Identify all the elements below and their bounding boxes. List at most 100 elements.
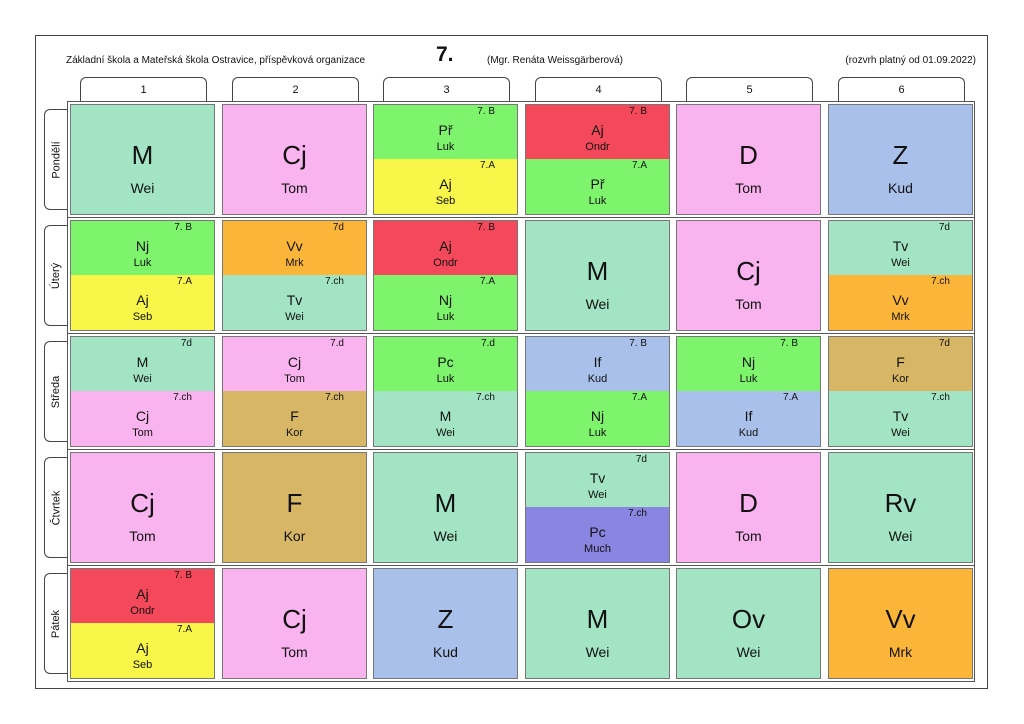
lesson-group-top[interactable]: 7d M Wei [71, 337, 214, 393]
subject-label: Vv [286, 238, 303, 254]
teacher-label: Seb [132, 659, 153, 671]
day-name: Čtvrtek [50, 490, 63, 525]
lesson-cell[interactable]: Rv Wei [828, 452, 973, 563]
lesson-group-top[interactable]: 7. B Př Luk [374, 105, 517, 161]
lesson-cell[interactable]: 7. B Nj Luk 7.A Aj Seb [70, 220, 215, 331]
teacher-label: Tom [281, 644, 308, 661]
subject-label: Aj [136, 586, 149, 602]
teacher-label: Tom [284, 373, 305, 385]
lesson-group-top[interactable]: 7d Tv Wei [526, 453, 669, 509]
lesson-group-bottom[interactable]: 7.ch Pc Much [526, 507, 669, 562]
group-label: 7. B [174, 570, 192, 581]
teacher-label: Ondr [130, 605, 155, 617]
group-label: 7.A [176, 276, 192, 287]
lesson-group-bottom[interactable]: 7.A Aj Seb [374, 159, 517, 214]
lesson-cell[interactable]: M Wei [70, 104, 215, 215]
lesson-cell[interactable]: 7d M Wei 7.ch Cj Tom [70, 336, 215, 447]
lesson-group-top[interactable]: 7d F Kor [829, 337, 972, 393]
lesson-group-bottom[interactable]: 7.ch M Wei [374, 391, 517, 446]
lesson-group-top[interactable]: 7. B Aj Ondr [374, 221, 517, 277]
teacher-label: Tom [735, 180, 762, 197]
lesson-group-top[interactable]: 7.d Pc Luk [374, 337, 517, 393]
school-name: Základní škola a Mateřská škola Ostravic… [66, 55, 366, 66]
lesson-cell[interactable]: D Tom [676, 452, 821, 563]
day-name: Středa [50, 375, 63, 408]
lesson-group-bottom[interactable]: 7.ch Tv Wei [223, 275, 366, 330]
subject-label: Př [438, 122, 453, 138]
subject-label: F [286, 488, 303, 519]
lesson-cell[interactable]: Vv Mrk [828, 568, 973, 679]
lesson-cell[interactable]: Cj Tom [222, 568, 367, 679]
lesson-group-bottom[interactable]: 7.A Nj Luk [526, 391, 669, 446]
lesson-cell[interactable]: 7d Vv Mrk 7.ch Tv Wei [222, 220, 367, 331]
lesson-group-top[interactable]: 7. B Aj Ondr [71, 569, 214, 625]
lesson-group-top[interactable]: 7d Vv Mrk [223, 221, 366, 277]
group-label: 7. B [629, 338, 647, 349]
subject-label: Tv [589, 470, 606, 486]
lesson-group-bottom[interactable]: 7.A Aj Seb [71, 275, 214, 330]
lesson-cell[interactable]: M Wei [373, 452, 518, 563]
lesson-group-top[interactable]: 7.d Cj Tom [223, 337, 366, 393]
group-label: 7.A [479, 160, 495, 171]
teacher-label: Tom [735, 296, 762, 313]
lesson-cell[interactable]: 7d F Kor 7.ch Tv Wei [828, 336, 973, 447]
group-label: 7d [332, 222, 344, 233]
day-name: Pátek [50, 609, 63, 638]
lesson-group-top[interactable]: 7. B Nj Luk [677, 337, 820, 393]
teacher-label: Wei [585, 644, 610, 661]
teacher-label: Tom [735, 528, 762, 545]
lesson-group-bottom[interactable]: 7.ch F Kor [223, 391, 366, 446]
lesson-cell[interactable]: 7d Tv Wei 7.ch Pc Much [525, 452, 670, 563]
lesson-cell[interactable]: Cj Tom [70, 452, 215, 563]
lesson-cell[interactable]: 7d Tv Wei 7.ch Vv Mrk [828, 220, 973, 331]
lesson-cell[interactable]: Z Kud [828, 104, 973, 215]
lesson-cell[interactable]: Ov Wei [676, 568, 821, 679]
lesson-cell[interactable]: D Tom [676, 104, 821, 215]
lesson-group-top[interactable]: 7. B Nj Luk [71, 221, 214, 277]
group-label: 7.ch [476, 392, 495, 403]
lesson-group-top[interactable]: 7. B Aj Ondr [526, 105, 669, 161]
subject-label: Nj [590, 408, 605, 424]
lesson-cell[interactable]: 7.d Cj Tom 7.ch F Kor [222, 336, 367, 447]
lesson-group-bottom[interactable]: 7.ch Vv Mrk [829, 275, 972, 330]
teacher-label: Seb [132, 311, 153, 323]
teacher-label: Luk [436, 141, 455, 153]
lesson-group-bottom[interactable]: 7.ch Cj Tom [71, 391, 214, 446]
subject-label: M [586, 256, 609, 287]
group-label: 7.A [176, 624, 192, 635]
lesson-cell[interactable]: Cj Tom [222, 104, 367, 215]
lesson-cell[interactable]: Z Kud [373, 568, 518, 679]
lesson-cell[interactable]: M Wei [525, 568, 670, 679]
lesson-group-bottom[interactable]: 7.A If Kud [677, 391, 820, 446]
teacher-label: Wei [736, 644, 761, 661]
lesson-cell[interactable]: 7. B Aj Ondr 7.A Aj Seb [70, 568, 215, 679]
subject-label: D [739, 488, 758, 519]
subject-label: Cj [135, 408, 150, 424]
lesson-group-top[interactable]: 7d Tv Wei [829, 221, 972, 277]
group-label: 7.A [631, 160, 647, 171]
lesson-group-bottom[interactable]: 7.A Nj Luk [374, 275, 517, 330]
teacher-label: Wei [888, 528, 913, 545]
teacher-label: Kud [433, 644, 458, 661]
lesson-cell[interactable]: 7.d Pc Luk 7.ch M Wei [373, 336, 518, 447]
lesson-cell[interactable]: 7. B Aj Ondr 7.A Nj Luk [373, 220, 518, 331]
group-label: 7.d [481, 338, 495, 349]
subject-label: F [290, 408, 299, 424]
lesson-cell[interactable]: M Wei [525, 220, 670, 331]
lesson-cell[interactable]: 7. B Nj Luk 7.A If Kud [676, 336, 821, 447]
lesson-group-bottom[interactable]: 7.A Př Luk [526, 159, 669, 214]
lesson-cell[interactable]: 7. B Aj Ondr 7.A Př Luk [525, 104, 670, 215]
lesson-cell[interactable]: 7. B If Kud 7.A Nj Luk [525, 336, 670, 447]
teacher-label: Mrk [888, 644, 913, 661]
lesson-cell[interactable]: F Kor [222, 452, 367, 563]
subject-label: Ov [731, 604, 766, 635]
lesson-cell[interactable]: Cj Tom [676, 220, 821, 331]
lesson-group-bottom[interactable]: 7.A Aj Seb [71, 623, 214, 678]
lesson-group-bottom[interactable]: 7.ch Tv Wei [829, 391, 972, 446]
teacher-label: Wei [285, 311, 304, 323]
group-label: 7d [938, 338, 950, 349]
teacher-label: Wei [433, 528, 458, 545]
subject-label: Př [590, 176, 605, 192]
lesson-cell[interactable]: 7. B Př Luk 7.A Aj Seb [373, 104, 518, 215]
lesson-group-top[interactable]: 7. B If Kud [526, 337, 669, 393]
